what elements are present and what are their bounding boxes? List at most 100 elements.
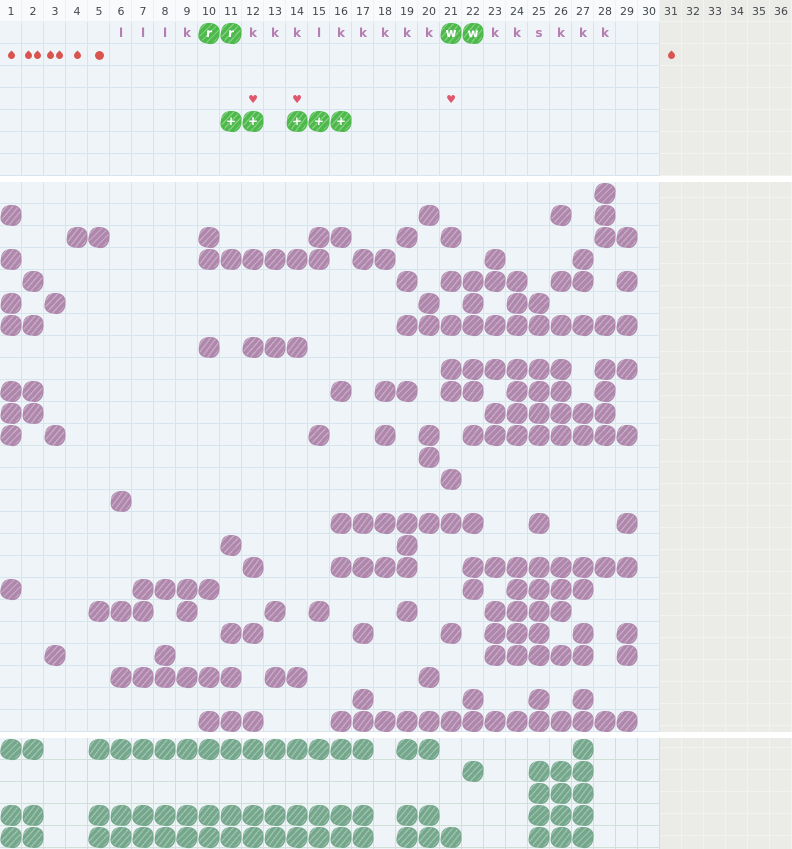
purple-scribble-mark[interactable] (462, 424, 484, 446)
purple-scribble-mark[interactable] (286, 336, 308, 358)
green-scribble-mark[interactable] (198, 738, 220, 760)
green-scribble-mark[interactable] (286, 826, 308, 848)
purple-scribble-mark[interactable] (595, 557, 615, 577)
purple-scribble-mark[interactable] (572, 270, 594, 292)
green-scribble-mark[interactable] (550, 826, 572, 848)
purple-scribble-mark[interactable] (419, 667, 439, 687)
purple-scribble-mark[interactable] (242, 336, 264, 358)
purple-scribble-mark[interactable] (176, 578, 198, 600)
purple-scribble-mark[interactable] (550, 270, 572, 292)
green-scribble-mark[interactable] (242, 804, 264, 826)
purple-scribble-mark[interactable] (550, 710, 572, 732)
purple-scribble-mark[interactable] (330, 710, 352, 732)
green-scribble-mark[interactable] (550, 760, 572, 782)
stitch-letter[interactable]: k (601, 26, 609, 40)
purple-scribble-mark[interactable] (132, 600, 154, 622)
purple-scribble-mark[interactable] (110, 490, 132, 512)
purple-scribble-mark[interactable] (176, 666, 198, 688)
purple-scribble-mark[interactable] (550, 600, 572, 622)
stitch-letter[interactable]: l (118, 26, 124, 40)
purple-scribble-mark[interactable] (506, 380, 528, 402)
purple-scribble-mark[interactable] (198, 336, 220, 358)
purple-scribble-mark[interactable] (529, 623, 549, 643)
purple-scribble-mark[interactable] (440, 512, 462, 534)
purple-scribble-mark[interactable] (110, 600, 132, 622)
green-scribble-mark[interactable] (396, 738, 418, 760)
green-scribble-mark[interactable] (572, 826, 594, 848)
purple-scribble-mark[interactable] (440, 710, 462, 732)
purple-scribble-mark[interactable] (616, 512, 638, 534)
green-scribble-mark[interactable] (176, 826, 198, 848)
purple-scribble-mark[interactable] (374, 380, 396, 402)
purple-scribble-mark[interactable] (572, 710, 594, 732)
purple-scribble-mark[interactable] (616, 314, 638, 336)
flower-mark[interactable]: + (330, 110, 352, 132)
purple-scribble-mark[interactable] (352, 556, 374, 578)
marked-stitch-cell[interactable]: w (462, 22, 484, 44)
purple-scribble-mark[interactable] (550, 380, 572, 402)
green-scribble-mark[interactable] (396, 826, 418, 848)
purple-scribble-mark[interactable] (110, 666, 132, 688)
green-scribble-mark[interactable] (462, 760, 484, 782)
green-scribble-mark[interactable] (23, 827, 43, 847)
green-scribble-mark[interactable] (264, 826, 286, 848)
purple-scribble-mark[interactable] (220, 248, 242, 270)
purple-scribble-mark[interactable] (154, 578, 176, 600)
stitch-letter[interactable]: k (271, 26, 279, 40)
stitch-letter[interactable]: k (579, 26, 587, 40)
green-scribble-mark[interactable] (0, 826, 22, 848)
green-scribble-mark[interactable] (243, 739, 263, 759)
purple-scribble-mark[interactable] (462, 578, 484, 600)
purple-scribble-mark[interactable] (463, 293, 483, 313)
purple-scribble-mark[interactable] (506, 424, 528, 446)
purple-scribble-mark[interactable] (484, 622, 506, 644)
green-scribble-mark[interactable] (440, 826, 462, 848)
purple-scribble-mark[interactable] (484, 270, 506, 292)
purple-scribble-mark[interactable] (484, 248, 506, 270)
purple-scribble-mark[interactable] (507, 315, 527, 335)
purple-scribble-mark[interactable] (44, 424, 66, 446)
purple-scribble-mark[interactable] (23, 271, 43, 291)
green-scribble-mark[interactable] (110, 738, 132, 760)
purple-scribble-mark[interactable] (528, 358, 550, 380)
purple-scribble-mark[interactable] (418, 710, 440, 732)
purple-scribble-mark[interactable] (396, 512, 418, 534)
stitch-letter[interactable]: k (249, 26, 257, 40)
purple-scribble-mark[interactable] (440, 226, 462, 248)
purple-scribble-mark[interactable] (440, 314, 462, 336)
green-scribble-mark[interactable] (242, 826, 264, 848)
purple-scribble-mark[interactable] (308, 248, 330, 270)
purple-scribble-mark[interactable] (308, 226, 330, 248)
stitch-letter[interactable]: k (425, 26, 433, 40)
purple-scribble-mark[interactable] (484, 314, 506, 336)
green-scribble-mark[interactable] (264, 738, 286, 760)
stitch-letter[interactable]: k (293, 26, 301, 40)
green-scribble-mark[interactable] (221, 827, 241, 847)
purple-scribble-mark[interactable] (484, 424, 506, 446)
purple-scribble-mark[interactable] (396, 270, 418, 292)
purple-scribble-mark[interactable] (242, 248, 264, 270)
purple-scribble-mark[interactable] (396, 380, 418, 402)
purple-scribble-mark[interactable] (440, 622, 462, 644)
purple-scribble-mark[interactable] (462, 314, 484, 336)
green-scribble-mark[interactable] (528, 760, 550, 782)
purple-scribble-mark[interactable] (550, 358, 572, 380)
purple-scribble-mark[interactable] (286, 666, 308, 688)
purple-scribble-mark[interactable] (396, 710, 418, 732)
purple-scribble-mark[interactable] (220, 534, 242, 556)
stitch-letter[interactable]: k (359, 26, 367, 40)
green-scribble-mark[interactable] (286, 804, 308, 826)
purple-scribble-mark[interactable] (0, 292, 22, 314)
green-scribble-mark[interactable] (308, 738, 330, 760)
green-scribble-mark[interactable] (110, 826, 132, 848)
green-scribble-mark[interactable] (308, 804, 330, 826)
purple-scribble-mark[interactable] (528, 710, 550, 732)
green-scribble-mark[interactable] (573, 805, 593, 825)
purple-scribble-mark[interactable] (198, 226, 220, 248)
purple-scribble-mark[interactable] (462, 512, 484, 534)
purple-scribble-mark[interactable] (418, 424, 440, 446)
green-scribble-mark[interactable] (352, 804, 374, 826)
purple-scribble-mark[interactable] (418, 446, 440, 468)
purple-scribble-mark[interactable] (506, 292, 528, 314)
purple-scribble-mark[interactable] (352, 688, 374, 710)
